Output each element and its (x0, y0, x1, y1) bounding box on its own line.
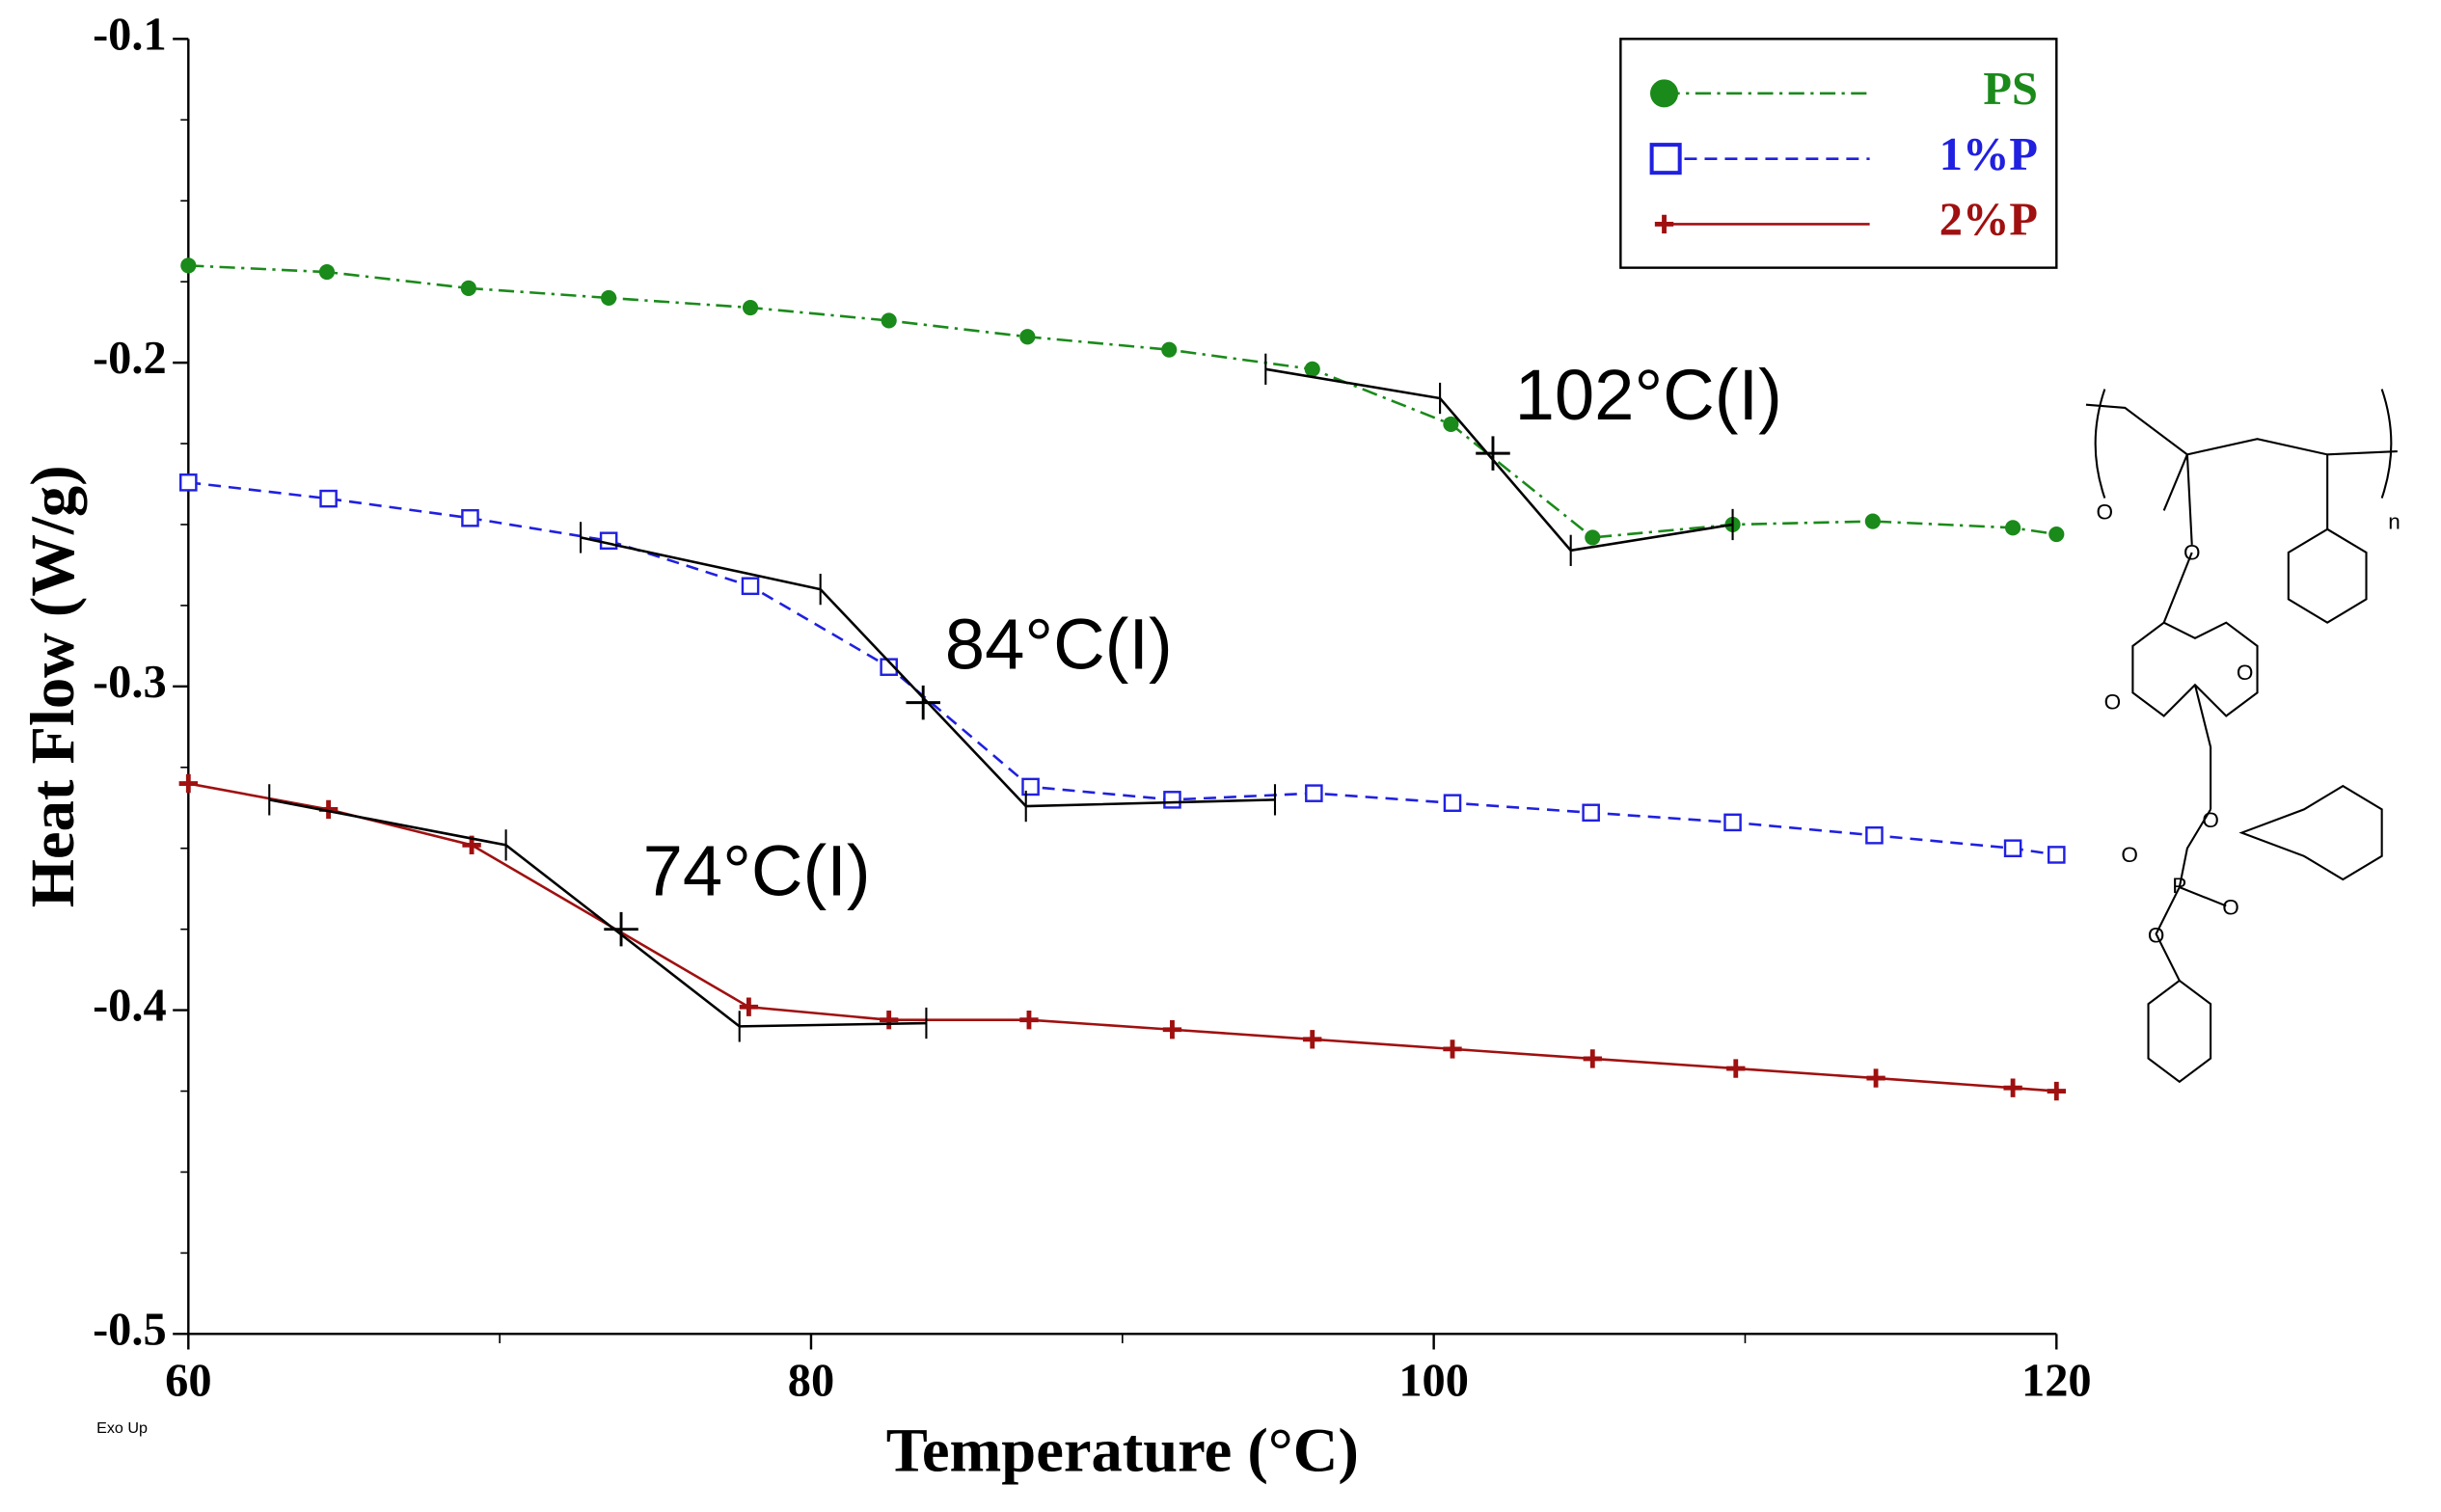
x-tick-label: 80 (788, 1356, 834, 1407)
marker (1582, 803, 1600, 823)
legend-box (1619, 38, 2058, 269)
marker (1650, 79, 1679, 108)
marker (178, 773, 198, 794)
marker (1726, 1059, 1746, 1078)
x-axis-label: Temperature (°C) (886, 1416, 1359, 1486)
marker (1443, 1040, 1462, 1059)
marker (2003, 1078, 2022, 1097)
x-tick-label: 120 (2021, 1356, 2092, 1407)
tg-point (906, 685, 940, 720)
tangent-line (269, 798, 927, 1028)
marker (741, 577, 760, 596)
marker (1864, 513, 1881, 529)
marker (739, 997, 759, 1016)
x-tick-label: 100 (1398, 1356, 1469, 1407)
y-tick-label: -0.2 (93, 333, 167, 384)
marker (879, 1010, 899, 1030)
marker (1303, 1030, 1322, 1049)
series: 102°C(I) (180, 257, 2065, 566)
marker (1723, 813, 1742, 832)
marker (1585, 529, 1601, 546)
marker (318, 264, 336, 281)
series: 74°C(I) (178, 773, 2066, 1101)
atom-label: O (2202, 808, 2219, 832)
legend: PS 1%P 2%P (1619, 38, 2058, 269)
marker (1865, 826, 1884, 845)
marker (1443, 416, 1459, 432)
annotation: 84°C(I) (945, 604, 1173, 684)
marker (180, 257, 197, 274)
marker (2048, 846, 2066, 864)
marker (2047, 1081, 2066, 1101)
marker (1019, 1010, 1039, 1030)
legend-label: 1%P (1939, 129, 2038, 180)
y-tick-label: -0.5 (93, 1304, 167, 1355)
y-axis-label: Heat Flow (W/g) (17, 465, 88, 907)
atom-label: O (2183, 541, 2201, 565)
annotation: 74°C(I) (643, 830, 871, 910)
atom-label: O (2104, 690, 2122, 715)
marker (880, 658, 898, 676)
marker (1163, 791, 1181, 809)
marker (1161, 341, 1178, 358)
series: 84°C(I) (179, 473, 2066, 864)
atom-label: O (2097, 500, 2114, 525)
chemical-structure (2085, 389, 2398, 1084)
marker (179, 473, 198, 492)
atom-label: O (2121, 843, 2138, 867)
marker (2048, 526, 2065, 543)
legend-label: PS (1983, 64, 2038, 115)
atom-label: P (2172, 874, 2186, 898)
atom-label: O (2222, 896, 2239, 920)
atom-label: n (2388, 509, 2400, 533)
marker (1583, 1049, 1602, 1068)
marker (881, 312, 897, 329)
marker (2005, 520, 2021, 536)
tg-point (1476, 436, 1510, 471)
legend-label: 2%P (1939, 195, 2038, 246)
marker (461, 508, 479, 527)
marker (319, 489, 338, 508)
series-line (188, 782, 2057, 1093)
marker (1866, 1068, 1885, 1088)
corner-note: Exo Up (96, 1419, 148, 1437)
atom-label: O (2148, 924, 2165, 948)
marker (1305, 784, 1323, 802)
marker (742, 299, 759, 316)
marker (2003, 839, 2022, 858)
y-tick-label: -0.3 (93, 657, 167, 708)
marker (1649, 143, 1682, 176)
x-tick-label: 60 (165, 1356, 211, 1407)
marker (1162, 1020, 1182, 1040)
marker (1654, 214, 1674, 234)
tg-point (604, 911, 638, 947)
series-line (188, 264, 2057, 539)
y-tick-label: -0.1 (93, 9, 167, 60)
marker (1019, 329, 1036, 345)
tangent-line (1265, 367, 1733, 553)
marker (1443, 794, 1462, 812)
marker (460, 280, 476, 296)
annotation: 102°C(I) (1515, 355, 1782, 435)
marker (599, 531, 618, 551)
atom-label: O (2237, 661, 2254, 685)
y-tick-label: -0.4 (93, 981, 167, 1032)
marker (1304, 361, 1320, 377)
marker (601, 289, 617, 307)
